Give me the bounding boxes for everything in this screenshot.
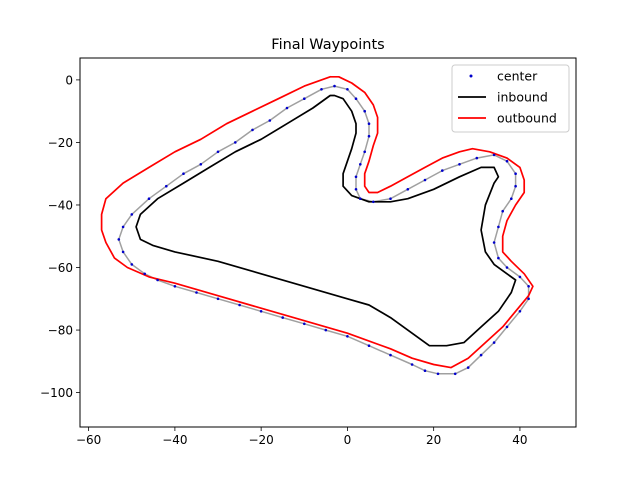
x-tick-label: −60 (76, 433, 101, 447)
center-point (514, 172, 517, 175)
center-point (367, 134, 371, 138)
center-point (359, 197, 362, 200)
center-point (423, 178, 427, 182)
center-point (303, 97, 306, 100)
center-point (363, 109, 367, 113)
center-point (441, 169, 444, 172)
center-point (497, 256, 500, 260)
center-point (505, 325, 509, 329)
center-point (165, 184, 168, 188)
legend-outbound-label: outbound (497, 111, 557, 126)
y-axis: 0 −20 −40 −60 −80 −100 (40, 73, 80, 400)
legend-center-label: center (497, 69, 538, 84)
center-point (527, 297, 530, 301)
center-point (501, 209, 505, 213)
legend-inbound-label: inbound (497, 90, 548, 105)
center-point (216, 150, 220, 154)
x-tick-label: 20 (426, 433, 441, 447)
center-point (199, 163, 203, 166)
outbound-line (100, 75, 534, 369)
center-point (143, 272, 146, 276)
center-point (130, 213, 134, 216)
y-tick-label: −100 (40, 386, 73, 400)
center-point (453, 372, 457, 376)
center-point (354, 188, 358, 191)
center-point (195, 291, 198, 294)
center-point (346, 335, 349, 338)
x-tick-label: 0 (344, 433, 352, 447)
center-point (117, 238, 121, 241)
center-point (346, 88, 349, 91)
series-layer (100, 75, 534, 376)
center-point (130, 263, 134, 266)
center-point (147, 197, 151, 200)
y-tick-label: 0 (65, 73, 73, 87)
legend-center-marker (469, 74, 473, 78)
center-point (324, 328, 328, 332)
center-point (492, 241, 496, 244)
center-point (423, 369, 427, 373)
center-path-line (118, 85, 530, 375)
center-point (436, 372, 440, 376)
center-point (156, 278, 159, 282)
center-point (238, 303, 241, 307)
center-point (173, 285, 177, 288)
center-point (527, 285, 530, 288)
center-point (121, 250, 125, 254)
center-point (333, 84, 336, 88)
center-point (389, 353, 392, 357)
center-point (363, 150, 367, 154)
center-point (303, 322, 306, 326)
x-tick-label: −20 (248, 433, 273, 447)
x-tick-label: 40 (512, 433, 527, 447)
center-point (466, 366, 470, 369)
center-point (281, 316, 285, 319)
center-point (389, 197, 392, 200)
center-point (372, 200, 375, 204)
center-point (514, 184, 517, 188)
y-tick-label: −80 (48, 324, 73, 338)
center-point (406, 188, 410, 191)
y-tick-label: −60 (48, 261, 73, 275)
legend: center inbound outbound (451, 64, 570, 133)
center-point (510, 197, 513, 200)
center-point (354, 97, 358, 100)
center-point (259, 310, 263, 313)
center-point (497, 225, 500, 229)
chart-title: Final Waypoints (271, 37, 384, 53)
center-point (367, 122, 371, 125)
center-point (359, 163, 362, 166)
center-point (518, 275, 522, 279)
center-point (354, 175, 358, 179)
x-axis: −60 −40 −20 0 20 40 (76, 427, 528, 447)
x-tick-label: −40 (162, 433, 187, 447)
center-point (410, 363, 414, 366)
center-point (492, 153, 496, 157)
center-point (121, 225, 125, 229)
legend-box (451, 64, 570, 133)
inbound-line (135, 94, 517, 347)
center-point (251, 128, 254, 132)
center-point (505, 266, 509, 269)
center-point (216, 297, 220, 301)
center-point (458, 163, 461, 166)
center-point (505, 159, 509, 163)
center-point (479, 353, 483, 357)
center-point (492, 341, 496, 344)
center-point (367, 344, 371, 348)
center-point (475, 156, 479, 160)
center-point (320, 88, 323, 91)
plot-frame (79, 57, 577, 428)
center-point (285, 106, 289, 110)
center-point (182, 172, 185, 175)
y-tick-label: −40 (48, 198, 73, 212)
center-point (518, 310, 522, 313)
center-point (268, 119, 272, 122)
y-tick-label: −20 (48, 136, 73, 150)
center-point (234, 141, 237, 144)
